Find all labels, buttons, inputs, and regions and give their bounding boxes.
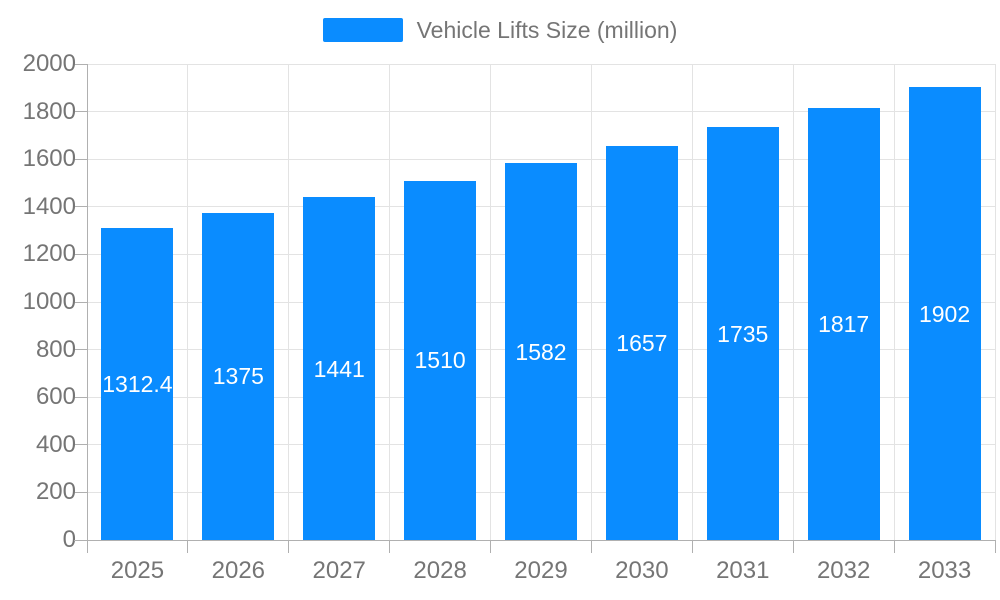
bar-2031 bbox=[706, 127, 779, 540]
x-axis-label: 2025 bbox=[110, 557, 165, 584]
x-axis-tick bbox=[590, 540, 592, 553]
y-axis-label: 400 bbox=[35, 430, 76, 458]
legend[interactable]: Vehicle Lifts Size (million) bbox=[0, 14, 1000, 46]
x-axis-tick bbox=[893, 540, 895, 553]
y-gridline bbox=[87, 111, 995, 113]
bar-value-label: 1902 bbox=[918, 300, 971, 327]
bar-2032 bbox=[807, 107, 880, 540]
x-gridline bbox=[590, 64, 592, 540]
x-gridline bbox=[490, 64, 492, 540]
y-axis-label: 200 bbox=[35, 478, 76, 506]
y-axis-label: 0 bbox=[62, 526, 76, 553]
y-gridline bbox=[87, 63, 995, 65]
x-axis-label: 2031 bbox=[716, 557, 770, 584]
x-axis-line bbox=[74, 539, 995, 541]
x-gridline bbox=[288, 64, 290, 540]
x-axis-label: 2030 bbox=[615, 557, 669, 584]
x-gridline bbox=[994, 64, 996, 540]
y-axis-tick bbox=[75, 301, 87, 303]
y-axis-tick bbox=[75, 349, 87, 351]
y-axis-label: 2000 bbox=[22, 50, 76, 77]
bar-2028 bbox=[404, 180, 477, 540]
y-axis-tick bbox=[75, 158, 87, 160]
legend-label: Vehicle Lifts Size (million) bbox=[416, 16, 678, 43]
y-axis-label: 1000 bbox=[22, 288, 76, 315]
x-axis-label: 2026 bbox=[211, 557, 266, 584]
x-gridline bbox=[691, 64, 693, 540]
y-axis-tick bbox=[75, 253, 87, 255]
bar-2025 bbox=[101, 227, 174, 540]
y-axis-tick bbox=[75, 396, 87, 398]
y-axis-tick bbox=[75, 444, 87, 446]
y-axis-tick bbox=[75, 111, 87, 113]
y-axis-tick bbox=[75, 63, 87, 65]
legend-swatch-icon bbox=[322, 18, 403, 42]
x-axis-label: 2027 bbox=[312, 557, 366, 584]
x-axis-tick bbox=[187, 540, 189, 553]
x-axis-tick bbox=[288, 540, 290, 553]
y-axis-label: 600 bbox=[35, 383, 76, 411]
y-axis-label: 1400 bbox=[22, 192, 76, 220]
bar-value-label: 1657 bbox=[616, 329, 668, 356]
y-axis-tick bbox=[75, 206, 87, 208]
bar-2026 bbox=[202, 212, 275, 540]
bar-2029 bbox=[505, 163, 577, 540]
x-gridline bbox=[389, 64, 391, 540]
y-axis-label: 1200 bbox=[22, 240, 76, 268]
x-gridline bbox=[187, 64, 189, 540]
bar-value-label: 1735 bbox=[717, 320, 769, 347]
y-axis-label: 1800 bbox=[22, 97, 76, 125]
x-axis-tick bbox=[389, 540, 391, 553]
bar-2033 bbox=[908, 87, 981, 540]
bar-value-label: 1582 bbox=[515, 338, 567, 365]
x-gridline bbox=[893, 64, 895, 540]
y-axis-tick bbox=[75, 491, 87, 493]
y-gridline bbox=[87, 158, 995, 160]
bar-value-label: 1441 bbox=[313, 355, 365, 382]
bar-2027 bbox=[303, 197, 376, 540]
x-axis-label: 2028 bbox=[413, 557, 467, 584]
bar-2030 bbox=[605, 145, 678, 540]
x-axis-label: 2033 bbox=[917, 557, 972, 584]
y-axis-line bbox=[86, 64, 88, 553]
bar-value-label: 1312.4 bbox=[102, 370, 173, 397]
bar-value-label: 1817 bbox=[818, 310, 870, 337]
bar-value-label: 1510 bbox=[414, 347, 466, 374]
x-axis-tick bbox=[490, 540, 492, 553]
y-axis-label: 1600 bbox=[22, 145, 76, 173]
x-gridline bbox=[792, 64, 794, 540]
bar-value-label: 1375 bbox=[212, 363, 264, 390]
x-axis-label: 2032 bbox=[816, 557, 871, 584]
x-axis-tick bbox=[994, 540, 996, 553]
x-axis-tick bbox=[691, 540, 693, 553]
x-axis-label: 2029 bbox=[514, 557, 568, 584]
x-axis-tick bbox=[792, 540, 794, 553]
y-axis-label: 800 bbox=[35, 335, 76, 363]
